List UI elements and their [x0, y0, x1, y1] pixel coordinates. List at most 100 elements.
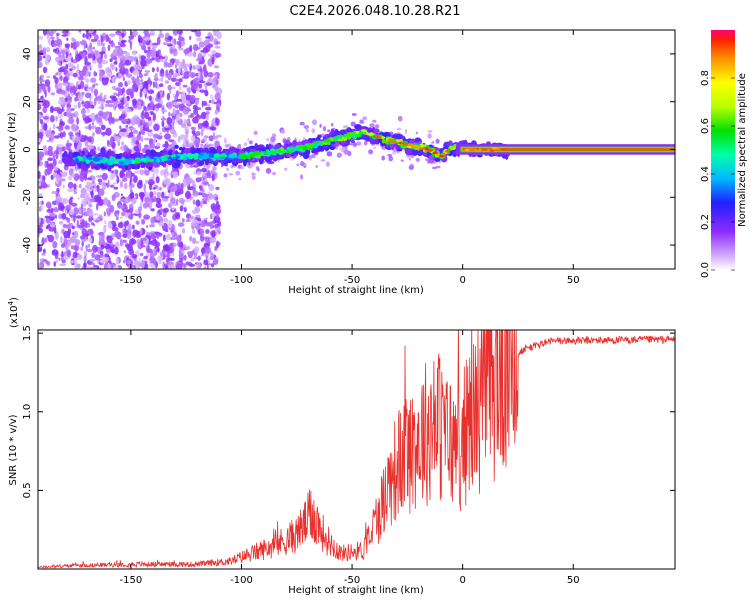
- spectrogram-noise-blob: [208, 100, 212, 104]
- spectrogram-noise-blob: [179, 205, 184, 212]
- spectrogram-ridge-blob: [140, 165, 146, 168]
- spectrogram-noise-blob: [81, 240, 84, 247]
- spectrogram-ridge-peak: [400, 141, 405, 145]
- spectrogram-ridge-blob: [100, 147, 106, 155]
- spectrogram-noise-blob: [175, 213, 181, 220]
- spectrogram-noise-blob: [146, 225, 149, 228]
- spectrogram-ridge-blob: [155, 152, 161, 157]
- spectrogram-noise-blob: [58, 147, 62, 156]
- spectrogram-noise-blob: [115, 67, 118, 72]
- spectrogram-ridge-core: [148, 158, 154, 162]
- spectrogram-noise-blob: [108, 223, 113, 229]
- spectrogram-noise-blob: [172, 30, 178, 36]
- spectrogram-noise-blob: [159, 90, 163, 94]
- colorbar-tick-label: 0.0: [700, 262, 711, 278]
- spectrogram-noise-blob: [154, 81, 158, 89]
- spectrogram-noise-blob: [55, 174, 61, 182]
- spectrogram-noise-blob: [129, 179, 132, 185]
- spectrogram-noise-blob: [228, 173, 233, 176]
- spectrogram-noise-blob: [81, 68, 87, 77]
- spectrogram-noise-blob: [181, 228, 186, 234]
- spectrogram-ridge-core: [313, 141, 320, 144]
- spectrogram-noise-blob: [185, 131, 189, 139]
- spectrogram-noise-blob: [38, 224, 44, 228]
- spectrogram-ridge-blob: [149, 149, 157, 157]
- spectrogram-noise-blob: [54, 81, 59, 90]
- spectrogram-noise-blob: [167, 219, 173, 229]
- spectrogram-noise-blob: [210, 252, 215, 259]
- spectrogram-noise-blob: [116, 175, 120, 184]
- spectrogram-noise-blob: [128, 214, 134, 220]
- spectrogram-ridge-blob: [216, 145, 222, 152]
- spectrogram-noise-blob: [103, 47, 106, 51]
- spectrogram-noise-blob: [140, 237, 148, 241]
- spectrogram-noise-blob: [214, 208, 222, 215]
- spectrogram-noise-blob: [201, 139, 205, 144]
- spectrogram-noise-blob: [209, 126, 217, 131]
- spectrogram-noise-blob: [102, 133, 105, 137]
- spectrogram-noise-blob: [308, 157, 313, 161]
- spectrogram-noise-blob: [145, 58, 153, 64]
- spectrogram-noise-blob: [210, 94, 214, 99]
- spectrogram-noise-blob: [159, 131, 163, 137]
- spectrogram-noise-blob: [115, 32, 121, 36]
- spectrogram-ridge-blob: [66, 156, 72, 163]
- spectrogram-noise-blob: [149, 191, 154, 198]
- spectrogram-noise-blob: [84, 92, 92, 99]
- snr-frame: [37, 329, 676, 570]
- spectrogram-noise-blob: [163, 178, 169, 185]
- spectrogram-noise-blob: [157, 248, 160, 252]
- spectrogram-noise-blob: [208, 194, 214, 200]
- spectrogram-noise-blob: [113, 186, 119, 190]
- spectrogram-ridge-blob: [411, 148, 419, 156]
- spectrogram-noise-blob: [91, 180, 96, 184]
- spectrogram-noise-blob: [122, 65, 125, 71]
- spectrogram-noise-blob: [107, 44, 111, 52]
- spectrogram-noise-blob: [67, 188, 75, 192]
- spectrogram-ridge-peak: [491, 147, 498, 150]
- spectrogram-noise-blob: [190, 222, 193, 226]
- spectrogram-noise-blob: [144, 170, 150, 176]
- spectrogram-noise-blob: [162, 42, 169, 46]
- spectrogram-noise-blob: [46, 75, 51, 79]
- spectrogram-noise-blob: [171, 207, 175, 211]
- spectrogram-noise-blob: [165, 233, 172, 241]
- spectrogram-noise-blob: [132, 98, 138, 106]
- spectrogram-noise-blob: [320, 133, 326, 137]
- spectrogram-noise-blob: [92, 132, 95, 137]
- spectrogram-noise-blob: [93, 70, 96, 77]
- spectrogram-noise-blob: [215, 186, 220, 190]
- spectrogram-noise-blob: [107, 100, 114, 104]
- spectrogram-noise-blob: [138, 258, 141, 263]
- spectrogram-noise-blob: [171, 171, 179, 176]
- spectrogram-noise-blob: [38, 141, 41, 145]
- spectrogram-noise-blob: [44, 215, 50, 219]
- spectrogram-noise-blob: [374, 124, 380, 129]
- spectrogram-noise-blob: [299, 121, 305, 126]
- spectrogram-noise-blob: [139, 124, 143, 131]
- spectrogram-noise-blob: [120, 113, 126, 120]
- spectrogram-noise-blob: [192, 78, 200, 85]
- spectrogram-noise-blob: [131, 237, 135, 245]
- spectrogram-noise-blob: [168, 191, 174, 199]
- spectrogram-noise-blob: [369, 123, 375, 128]
- spectrogram-noise-blob: [215, 117, 220, 126]
- spectrogram-ridge-core: [130, 159, 137, 165]
- spectrogram-noise-blob: [190, 72, 196, 78]
- spectrogram-noise-blob: [209, 235, 216, 244]
- spectrogram-noise-blob: [88, 203, 93, 208]
- spectrogram-ridge-peak: [392, 140, 398, 144]
- spectrogram-ridge-peak: [440, 153, 446, 156]
- spectrogram-noise-blob: [84, 173, 88, 181]
- spectrogram-noise-blob: [327, 129, 330, 133]
- spectrogram-noise-blob: [381, 155, 386, 161]
- spectrogram-noise-blob: [61, 171, 68, 177]
- spectrogram-noise-blob: [132, 69, 139, 76]
- spectrogram-noise-blob: [44, 237, 48, 243]
- spectrogram-noise-blob: [124, 59, 132, 66]
- spectrogram-noise-blob: [99, 250, 104, 256]
- spectrogram-noise-blob: [190, 135, 196, 142]
- spectrogram-noise-blob: [76, 219, 79, 226]
- spectrogram-noise-blob: [117, 93, 120, 97]
- spectrogram-noise-blob: [167, 72, 172, 81]
